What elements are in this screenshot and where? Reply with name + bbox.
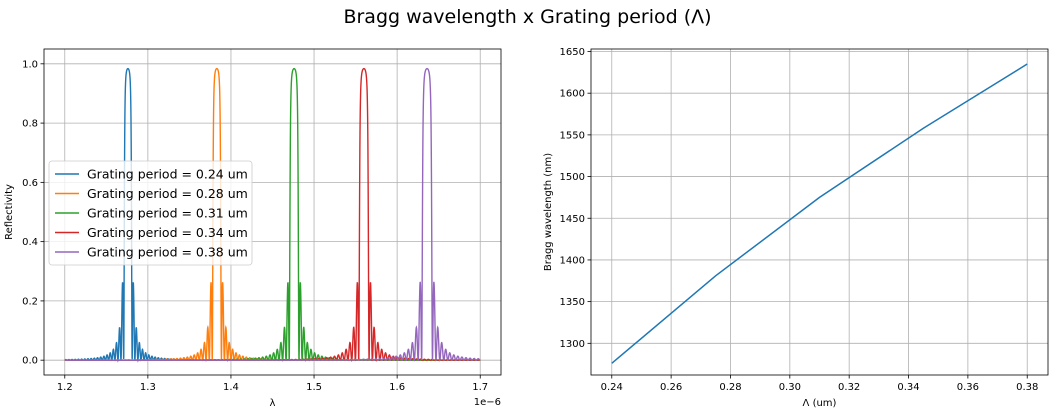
y-tick-label: 1650 [560,47,585,58]
y-tick-label: 1450 [560,214,585,225]
y-tick-label: 0.0 [22,356,38,367]
plot-frame [43,48,502,376]
x-tick-label: 0.36 [957,382,979,393]
x-tick-label: 0.28 [719,382,741,393]
y-tick-label: 1600 [560,89,585,100]
legend-entry-3: Grating period = 0.31 um [87,206,248,221]
y-tick-label: 1350 [560,297,585,308]
legend-box [48,160,253,266]
x-tick-label: 1.2 [57,382,73,393]
y-tick-label: 0.4 [22,237,38,248]
x-tick-label: 1.3 [140,382,156,393]
y-axis-label: Bragg wavelength (nm) [543,153,554,271]
bragg-axes: 0.24 0.26 0.28 0.30 0.32 0.34 0.36 0.38 1300 1350… [543,47,1049,409]
legend-entry-1: Grating period = 0.24 um [87,167,248,182]
legend-entry-5: Grating period = 0.38 um [87,245,248,260]
bragg-line [611,63,1028,364]
spectrum-line-5 [64,67,481,362]
figure-title: Bragg wavelength x Grating period (Λ) [343,6,712,28]
x-tick-label: 0.30 [779,382,801,393]
x-axis-label: λ [270,398,276,409]
y-axis-label: Reflectivity [4,184,15,240]
y-tick-label: 1400 [560,255,585,266]
legend: Grating period = 0.24 um Grating period =… [48,160,253,266]
x-tick-label: 0.38 [1016,382,1038,393]
x-tick-label: 1.5 [306,382,322,393]
x-tick-label: 1.7 [472,382,488,393]
y-tick-label: 0.6 [22,178,38,189]
x-tick-label: 1.4 [223,382,239,393]
y-tick-label: 1300 [560,339,585,350]
legend-entry-4: Grating period = 0.34 um [87,225,248,240]
legend-entry-2: Grating period = 0.28 um [87,186,248,201]
x-tick-label: 0.26 [660,382,682,393]
x-tick-label: 0.34 [897,382,919,393]
reflectivity-axes: 1.2 1.3 1.4 1.5 1.6 1.7 0.0 0.2 0.4 0.6 0.8 1.0 λ Ref… [4,48,502,409]
x-axis-label: Λ (um) [803,398,837,409]
x-offset-text: 1e−6 [474,397,501,408]
plot-frame [590,48,1049,376]
x-tick-label: 0.24 [601,382,623,393]
x-tick-label: 1.6 [389,382,405,393]
y-tick-label: 1550 [560,130,585,141]
y-tick-label: 1.0 [22,59,38,70]
y-tick-label: 0.8 [22,119,38,130]
y-tick-label: 1500 [560,172,585,183]
x-tick-label: 0.32 [838,382,860,393]
y-tick-label: 0.2 [22,296,38,307]
